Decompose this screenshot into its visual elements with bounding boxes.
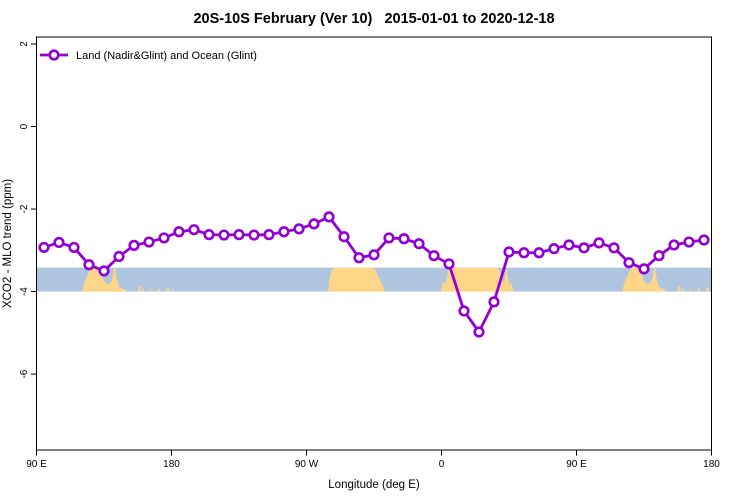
legend-marker-icon [48, 49, 60, 61]
data-point [488, 296, 500, 308]
x-tick-label: 90 W [295, 459, 319, 470]
x-tick-label: 90 E [26, 459, 47, 470]
data-point [173, 226, 185, 238]
x-tick-label: 180 [703, 459, 720, 470]
x-tick-label: 90 E [566, 459, 587, 470]
land-region-south-america [328, 267, 386, 292]
data-point [128, 239, 140, 251]
data-point [98, 265, 110, 277]
data-point [428, 250, 440, 262]
data-point [203, 229, 215, 241]
data-point [233, 229, 245, 241]
y-tick-label: -6 [19, 369, 30, 378]
data-point [143, 236, 155, 248]
data-point [83, 259, 95, 271]
data-point [263, 229, 275, 241]
y-tick-label: -2 [19, 204, 30, 213]
data-point [608, 242, 620, 254]
chart-title: 20S-10S February (Ver 10) 2015-01-01 to … [193, 11, 554, 27]
data-point [698, 234, 710, 246]
data-point [578, 242, 590, 254]
island-speckle [166, 287, 169, 292]
data-point [353, 252, 365, 264]
data-point [503, 246, 515, 258]
data-point [113, 250, 125, 263]
data-point [68, 241, 80, 254]
data-point [668, 239, 680, 251]
data-point [623, 257, 635, 269]
y-tick-label: 0 [19, 123, 30, 129]
data-point [548, 243, 560, 255]
island-speckle [689, 289, 692, 292]
data-point [593, 237, 605, 249]
data-point [518, 247, 530, 259]
legend-label: Land (Nadir&Glint) and Ocean (Glint) [76, 50, 257, 62]
island-speckle [706, 287, 709, 292]
data-point [53, 236, 65, 249]
land-region-australia [82, 267, 128, 292]
island-speckle [697, 288, 700, 292]
x-tick-label: 0 [439, 459, 445, 470]
island-speckle [157, 288, 160, 292]
data-point [248, 229, 260, 241]
data-point [683, 236, 695, 248]
data-point [473, 326, 485, 338]
x-tick-label: 180 [163, 459, 180, 470]
island-speckle [172, 289, 174, 292]
data-point [413, 238, 425, 250]
data-point [383, 232, 395, 244]
y-tick-label: -4 [19, 287, 30, 296]
data-point [308, 218, 320, 230]
data-point [278, 226, 290, 238]
island-speckle [142, 288, 144, 292]
data-point [188, 224, 200, 236]
plot-border [36, 36, 712, 451]
data-point [38, 241, 50, 254]
data-point [338, 231, 350, 243]
x-axis-label: Longitude (deg E) [328, 479, 420, 491]
data-point [323, 211, 335, 223]
data-point [158, 232, 170, 244]
data-point [638, 263, 650, 275]
data-point [443, 258, 455, 270]
island-speckle [682, 288, 684, 292]
y-tick-label: 2 [19, 41, 30, 47]
data-point [293, 223, 305, 235]
data-point [563, 239, 575, 251]
land-region-africa-madagascar [440, 267, 515, 292]
data-point [653, 250, 665, 262]
land-region-australia-wrap [622, 267, 668, 292]
island-speckle [678, 286, 681, 292]
data-point [398, 233, 410, 245]
y-axis-label: XCO2 - MLO trend (ppm) [2, 179, 14, 308]
data-point [218, 229, 230, 241]
data-point [458, 305, 470, 317]
island-speckle [138, 286, 141, 292]
island-speckle [149, 289, 152, 292]
data-point [533, 247, 545, 259]
data-point [368, 249, 380, 261]
